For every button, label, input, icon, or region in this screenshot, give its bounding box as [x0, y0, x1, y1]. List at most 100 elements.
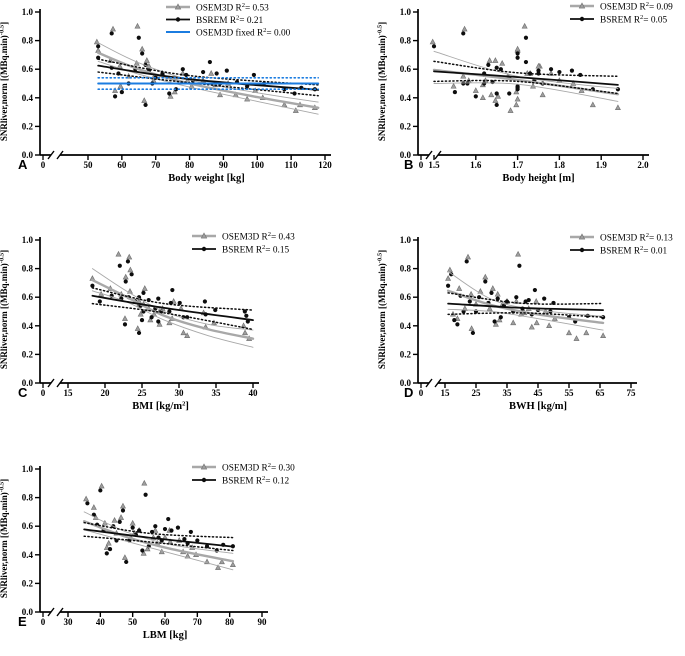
legend-label: BSREM R2= 0.05: [600, 14, 667, 26]
osem3d-point: [533, 298, 540, 304]
bsrem-point: [557, 69, 562, 75]
x-zero-label: 0: [41, 160, 46, 170]
osem3d-point: [122, 273, 129, 280]
x-tick-label: 1.9: [596, 160, 608, 170]
osem3d-point: [488, 91, 495, 98]
osem3d-point: [546, 322, 553, 328]
x-tick-label: 110: [285, 160, 299, 170]
x-zero-label: 0: [41, 617, 46, 627]
bsrem-point: [97, 299, 102, 304]
y-tick-label: 0.8: [400, 36, 412, 46]
bsrem-point: [494, 102, 499, 108]
bsrem-point: [167, 309, 172, 314]
bsrem-point: [431, 44, 437, 49]
x-tick-label: 25: [138, 388, 148, 398]
bsrem-point: [117, 263, 122, 268]
bsrem-point: [162, 526, 168, 532]
fit-curves: [432, 50, 620, 102]
osem3d-fit-main: [82, 519, 235, 563]
bsrem-point: [482, 81, 487, 86]
bsrem-point: [467, 299, 472, 304]
x-tick-label: 30: [64, 617, 74, 627]
bsrem-point: [492, 319, 497, 324]
osem3d-point: [492, 97, 499, 103]
bsrem-point: [455, 322, 460, 327]
osem3d-point: [492, 57, 499, 63]
osem3d-fit-lower: [447, 308, 604, 331]
dot-marker-icon: [201, 477, 207, 483]
osem3d-point: [208, 70, 215, 76]
osem3d-point: [144, 545, 151, 552]
bsrem-fit-main: [97, 64, 320, 91]
x-tick-label: 80: [225, 617, 235, 627]
x-tick-label: 1.5: [428, 160, 440, 170]
bsrem-point: [124, 559, 129, 565]
x-tick-label: 45: [534, 388, 544, 398]
x-tick-label: 2.0: [637, 160, 649, 170]
x-tick-label: 40: [96, 617, 106, 627]
y-tick-label: 0.2: [22, 349, 34, 359]
osem3d-point: [482, 273, 489, 280]
bsrem-point: [130, 525, 135, 530]
osem3d-point: [496, 316, 503, 323]
osem3d-point: [573, 335, 580, 341]
bsrem-point: [90, 283, 95, 288]
bsrem-point: [464, 259, 469, 264]
legend-label: OSEM3D R2= 0.13: [600, 232, 673, 244]
dot-marker-icon: [175, 17, 181, 22]
panel-letter: C: [18, 385, 28, 400]
osem3d-point: [112, 87, 119, 93]
osem3d-point: [121, 315, 128, 321]
osem3d-point: [600, 332, 607, 339]
bsrem-point: [461, 31, 466, 36]
bsrem-point: [452, 317, 457, 323]
y-tick-label: 0.0: [22, 378, 34, 388]
osem3d-point: [143, 57, 150, 63]
fit-curves: [82, 511, 235, 571]
bsrem-point: [532, 287, 537, 293]
bsrem-point: [465, 81, 470, 86]
x-axis-title: BMI [kg/m2]: [132, 401, 189, 413]
osem3d-point: [126, 253, 133, 260]
bsrem-point: [141, 290, 146, 296]
x-tick-label: 1.8: [554, 160, 566, 170]
x-tick-label: 60: [161, 617, 171, 627]
y-axis-title: SNRliver,norm [(MBq.min)-0.5]: [0, 22, 9, 141]
osem3d-point: [229, 561, 236, 568]
x-tick-label: 75: [627, 388, 637, 398]
osem3d-fit-main: [91, 278, 255, 340]
bsrem-point: [169, 528, 174, 533]
y-tick-label: 0.4: [22, 550, 34, 560]
legend-label: OSEM3D R2= 0.43: [222, 231, 295, 243]
bsrem-point: [167, 91, 172, 96]
x-tick-label: 65: [596, 388, 606, 398]
y-axis-title: SNRliver,norm [(MBq.min)-0.5]: [0, 250, 9, 369]
osem3d-point: [115, 250, 122, 257]
axis-break-slash: [47, 607, 55, 617]
bsrem-point: [486, 62, 491, 68]
bsrem-point: [242, 309, 247, 314]
bsrem-point: [523, 59, 529, 65]
bsrem-point: [523, 299, 528, 304]
bsrem-point: [536, 68, 541, 73]
x-zero-label: 0: [41, 388, 46, 398]
triangle-marker-icon: [578, 2, 586, 9]
x-tick-label: 120: [318, 160, 332, 170]
y-axis-title: SNRliver,norm [(MBq.min)-0.5]: [0, 479, 9, 598]
osem3d-point: [614, 104, 621, 111]
bsrem-point: [143, 102, 148, 108]
bsrem-point: [143, 492, 148, 497]
osem3d-point: [140, 549, 147, 556]
scatter: [429, 22, 621, 113]
y-tick-label: 0.4: [22, 321, 34, 331]
triangle-marker-icon: [578, 233, 586, 240]
legend-label: BSREM R2= 0.12: [222, 475, 289, 487]
bsrem-point: [446, 283, 451, 288]
y-tick-label: 0.8: [400, 264, 412, 274]
bsrem-point: [498, 315, 503, 320]
osem3d-fit-upper: [83, 511, 234, 554]
osem3d-point: [119, 502, 126, 509]
x-tick-label: 90: [219, 160, 229, 170]
